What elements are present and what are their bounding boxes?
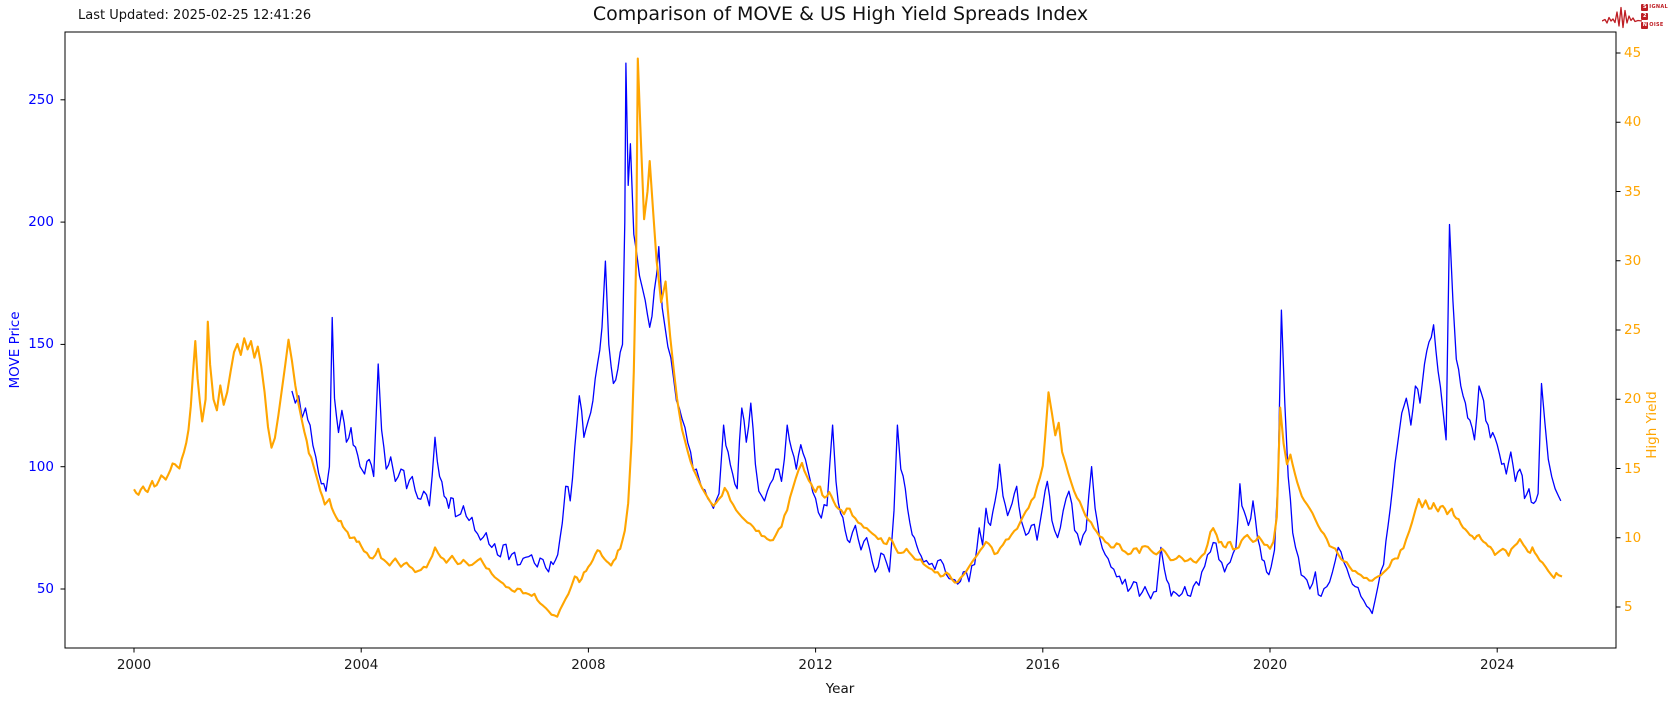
x-tick-label: 2008 [571,657,606,673]
x-tick-label: 2000 [116,657,152,673]
signal2noise-logo: S IGNAL 2 N OISE [1602,2,1668,32]
right-tick-label: 15 [1624,460,1642,477]
left-tick-label: 100 [28,458,54,475]
x-tick-label: 2024 [1480,657,1515,673]
chart-title: Comparison of MOVE & US High Yield Sprea… [592,3,1089,25]
heartbeat-waveform-icon [1602,6,1642,29]
logo-text-oise: OISE [1649,22,1664,28]
logo-badge-2: 2 [1641,12,1649,20]
right-tick-label: 5 [1624,599,1633,615]
x-tick-label: 2012 [798,657,833,673]
left-tick-label: 150 [28,336,54,353]
right-tick-label: 20 [1624,391,1642,408]
left-tick-label: 250 [28,91,54,108]
right-tick-label: 30 [1624,252,1642,269]
plot-frame [64,31,1617,649]
x-tick-label: 2016 [1025,657,1060,673]
logo-line-signal: S IGNAL [1641,3,1668,11]
x-tick-label: 2004 [344,657,379,673]
left-axis-label: MOVE Price [7,311,23,389]
right-axis-label: High Yield [1644,391,1660,459]
right-tick-label: 35 [1624,183,1642,200]
move-price-series-line [291,62,1562,615]
right-tick-label: 45 [1624,45,1642,61]
last-updated-label: Last Updated: 2025-02-25 12:41:26 [78,8,312,23]
logo-badge-n: N [1641,21,1649,29]
x-axis-label: Year [825,681,855,697]
right-tick-label: 10 [1624,529,1642,546]
high-yield-series-line [133,57,1563,618]
logo-text-ignal: IGNAL [1649,4,1668,10]
right-tick-label: 25 [1624,322,1642,338]
logo-wordmark: S IGNAL 2 N OISE [1641,3,1668,29]
logo-line-noise: N OISE [1641,21,1668,29]
left-tick-label: 200 [28,214,54,231]
logo-line-2: 2 [1641,12,1668,20]
x-tick-label: 2020 [1252,657,1288,673]
logo-badge-s: S [1641,3,1649,11]
right-tick-label: 40 [1624,114,1642,131]
left-tick-label: 50 [36,581,54,597]
